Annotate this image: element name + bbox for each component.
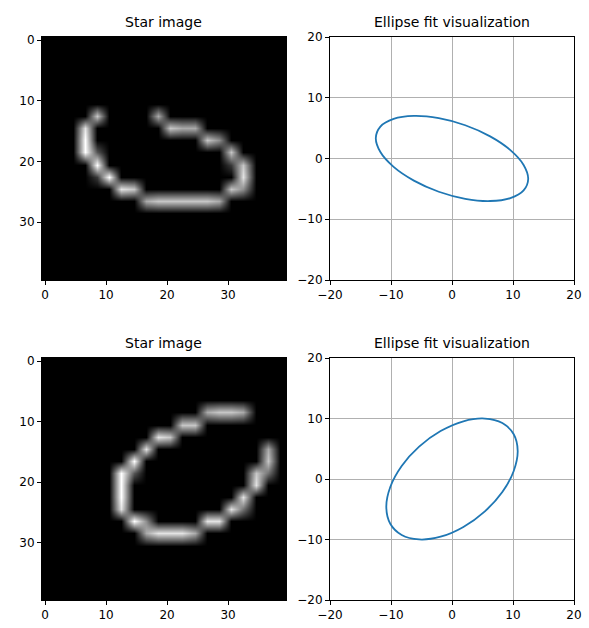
svg-text:0: 0 [27,33,35,47]
svg-text:30: 30 [19,536,34,550]
svg-text:10: 10 [307,91,322,105]
svg-text:10: 10 [505,288,520,302]
svg-text:−20: −20 [297,273,322,287]
svg-text:Ellipse fit visualization: Ellipse fit visualization [374,14,530,30]
svg-text:20: 20 [159,288,174,302]
svg-text:10: 10 [19,94,34,108]
svg-text:20: 20 [307,351,322,365]
svg-text:Ellipse fit visualization: Ellipse fit visualization [374,335,530,351]
svg-text:30: 30 [19,215,34,229]
svg-text:20: 20 [566,608,581,622]
svg-text:0: 0 [315,152,323,166]
svg-text:10: 10 [98,288,113,302]
svg-text:10: 10 [307,412,322,426]
svg-text:−20: −20 [317,288,342,302]
svg-text:−20: −20 [297,593,322,607]
svg-text:0: 0 [315,472,323,486]
svg-text:0: 0 [41,288,49,302]
svg-text:10: 10 [98,608,113,622]
svg-text:−10: −10 [297,212,322,226]
svg-text:0: 0 [448,608,456,622]
svg-text:10: 10 [19,415,34,429]
svg-text:−10: −10 [378,608,403,622]
svg-text:20: 20 [307,30,322,44]
svg-text:20: 20 [159,608,174,622]
svg-text:0: 0 [448,288,456,302]
svg-text:20: 20 [566,288,581,302]
svg-text:Star image: Star image [125,14,202,30]
svg-text:20: 20 [19,475,34,489]
svg-text:Star image: Star image [125,335,202,351]
svg-text:30: 30 [220,608,235,622]
svg-text:−10: −10 [297,533,322,547]
svg-text:30: 30 [220,288,235,302]
svg-text:10: 10 [505,608,520,622]
svg-text:0: 0 [27,354,35,368]
svg-text:−10: −10 [378,288,403,302]
svg-text:20: 20 [19,155,34,169]
svg-text:−20: −20 [317,608,342,622]
svg-text:0: 0 [41,608,49,622]
